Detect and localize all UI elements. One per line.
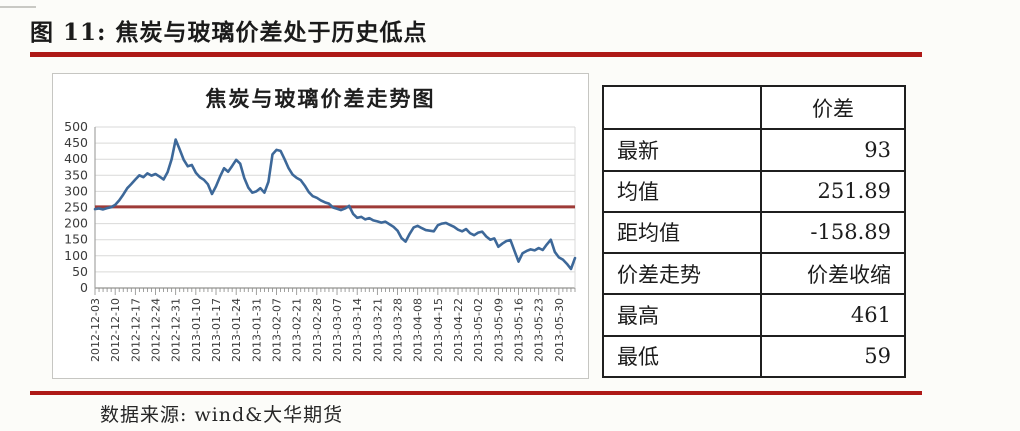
x-axis-date-label: 2012-12-31: [170, 298, 183, 362]
y-axis-tick-label: 50: [72, 264, 88, 279]
y-axis-tick-label: 0: [80, 280, 88, 295]
y-axis-tick-label: 300: [64, 183, 88, 198]
x-axis-date-label: 2013-01-17: [210, 298, 223, 362]
y-axis-tick-label: 450: [64, 135, 88, 150]
x-axis-date-label: 2013-05-23: [533, 298, 546, 362]
x-axis-date-label: 2013-05-09: [492, 298, 505, 362]
x-axis-date-label: 2013-03-21: [371, 298, 384, 362]
x-axis-date-label: 2013-04-22: [452, 298, 465, 362]
x-axis-date-label: 2013-04-08: [412, 298, 425, 362]
chart-panel: 焦炭与玻璃价差走势图 0 50 100 150 200 250 300 350 400 450 50…: [52, 73, 589, 379]
x-axis-date-label: 2013-03-14: [351, 298, 364, 362]
table-label-cell: 距均值: [604, 210, 760, 252]
chart-title: 焦炭与玻璃价差走势图: [205, 86, 436, 111]
table-label-cell: 最新: [604, 128, 760, 169]
table-label-cell: 均值: [604, 169, 760, 211]
x-axis-date-label: 2013-03-07: [331, 298, 344, 362]
x-axis-date-label: 2013-05-16: [513, 298, 526, 362]
x-axis-date-label: 2013-02-28: [311, 298, 324, 362]
bottom-accent-rule: [30, 391, 922, 395]
scan-artifact-line: [0, 6, 36, 8]
table-label-cell: 价差走势: [604, 252, 760, 293]
spread-series-line: [93, 138, 577, 271]
table-header-cell: 价差: [760, 87, 904, 129]
y-axis-tick-label: 350: [64, 167, 88, 182]
y-axis-tick-label: 100: [64, 248, 88, 263]
x-axis-date-label: 2012-12-24: [150, 298, 163, 362]
table-label-cell: 最高: [604, 293, 760, 334]
table-value-cell: 93: [760, 128, 904, 170]
table-value-cell: 价差收缩: [760, 252, 904, 294]
x-axis-date-label: 2012-12-03: [89, 298, 102, 362]
table-value-cell: 461: [760, 293, 904, 335]
x-axis-date-label: 2013-01-24: [230, 298, 243, 362]
figure-label: 图 11: 焦炭与玻璃价差处于历史低点: [30, 19, 428, 46]
x-axis-date-label: 2013-02-21: [291, 298, 304, 362]
table-value-cell: -158.89: [760, 210, 904, 253]
top-accent-rule: [30, 52, 922, 57]
x-axis-date-label: 2013-02-07: [271, 298, 284, 362]
table-label-cell: 最低: [604, 334, 760, 376]
x-axis-date-label: 2013-03-28: [392, 298, 405, 362]
x-axis-date-label: 2013-01-10: [190, 298, 203, 362]
x-axis-date-label: 2012-12-10: [109, 298, 122, 362]
table-value-cell: 59: [760, 334, 904, 376]
spread-stats-table: 价差 最新 93 均值 251.89 距均值 -158.89 价差走势 价差收缩 最高 461 最低 5…: [602, 85, 906, 378]
data-source-note: 数据来源: wind&大华期货: [100, 404, 344, 426]
x-axis-date-label: 2012-12-17: [129, 298, 142, 362]
x-axis-date-label: 2013-05-30: [553, 298, 566, 362]
y-axis-tick-label: 200: [64, 216, 88, 231]
x-axis-date-label: 2013-05-02: [472, 298, 485, 362]
y-axis-tick-label: 250: [64, 200, 88, 215]
y-axis-tick-label: 400: [64, 151, 88, 166]
table-header-cell: [604, 87, 760, 128]
x-axis-date-label: 2013-01-31: [250, 298, 263, 362]
y-axis-tick-label: 500: [64, 119, 88, 134]
y-axis-tick-label: 150: [64, 232, 88, 247]
table-value-cell: 251.89: [760, 169, 904, 211]
x-axis-date-label: 2013-04-15: [432, 298, 445, 362]
